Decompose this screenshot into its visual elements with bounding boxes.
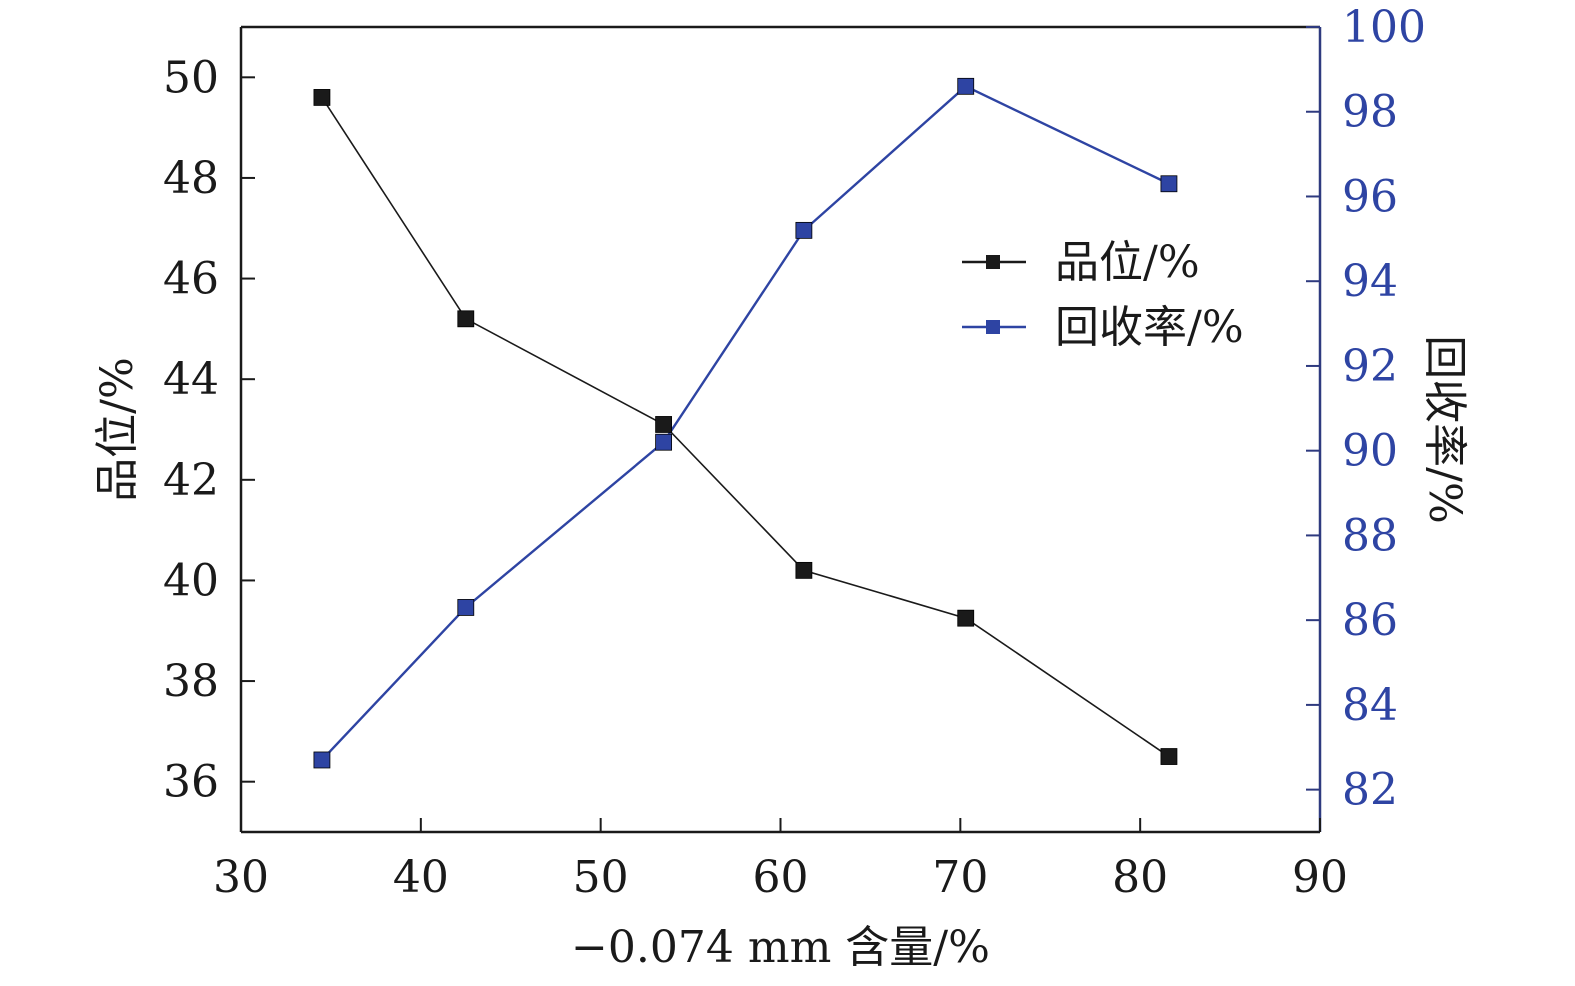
y-left-tick-label: 42 (163, 455, 219, 506)
series-line-0 (321, 97, 1170, 758)
y-right-tick-label: 98 (1342, 87, 1398, 138)
series-line-1 (321, 84, 1170, 761)
y-left-tick-label: 40 (163, 555, 219, 606)
y-right-tick-label: 94 (1342, 256, 1398, 307)
y-axis-right-label: 回收率/% (1419, 335, 1470, 524)
x-tick-label: 30 (213, 852, 269, 903)
y-left-tick-label: 44 (163, 354, 219, 405)
ticks: 30 40 50 60 70 80 90 36 38 40 42 44 46 48 50 82 84 86 88 90… (163, 2, 1426, 903)
x-tick-label: 70 (932, 852, 988, 903)
y-left-tick-label: 46 (163, 254, 219, 305)
legend-label-grade: 品位/% (1055, 237, 1200, 288)
series-1-point (655, 433, 673, 451)
y-right-tick-label: 88 (1342, 510, 1398, 561)
legend-label-recovery: 回收率/% (1055, 302, 1244, 353)
y-right-tick-label: 100 (1342, 2, 1426, 53)
y-right-tick-label: 86 (1342, 595, 1398, 646)
legend-entry-recovery: 回收率/% (962, 302, 1244, 353)
legend-entry-grade: 品位/% (962, 237, 1200, 288)
series-lines (321, 84, 1170, 761)
legend-marker-grade (986, 255, 1000, 269)
y-right-tick-label: 92 (1342, 341, 1398, 392)
y-right-tick-label: 90 (1342, 426, 1398, 477)
series-1-point (1160, 175, 1178, 193)
series-1-point (457, 599, 475, 616)
series-0-point (957, 609, 975, 627)
series-1-point (313, 751, 331, 769)
legend: 品位/% 回收率/% (962, 237, 1244, 353)
y-left-tick-label: 50 (163, 52, 219, 103)
x-tick-label: 80 (1112, 852, 1168, 903)
series-0-point (795, 561, 813, 579)
x-tick-label: 40 (393, 852, 449, 903)
x-axis-label: −0.074 mm 含量/% (571, 922, 990, 973)
series-0-point (313, 89, 331, 106)
y-right-tick-label: 96 (1342, 171, 1398, 222)
y-right-tick-label: 84 (1342, 680, 1398, 731)
x-tick-label: 60 (753, 852, 809, 903)
y-left-tick-label: 36 (163, 757, 219, 808)
legend-marker-recovery (986, 320, 1000, 334)
y-left-tick-label: 38 (163, 656, 219, 707)
series-0-point (457, 310, 475, 328)
series-points (313, 77, 1178, 769)
x-tick-label: 50 (573, 852, 629, 903)
series-0-point (655, 416, 673, 433)
y-axis-left-label: 品位/% (92, 357, 143, 502)
x-tick-label: 90 (1292, 852, 1348, 903)
y-left-tick-label: 48 (163, 153, 219, 204)
y-right-tick-label: 82 (1342, 765, 1398, 816)
series-1-point (957, 77, 975, 95)
series-1-point (795, 221, 813, 239)
series-0-point (1160, 748, 1178, 765)
axes (239, 25, 1322, 834)
